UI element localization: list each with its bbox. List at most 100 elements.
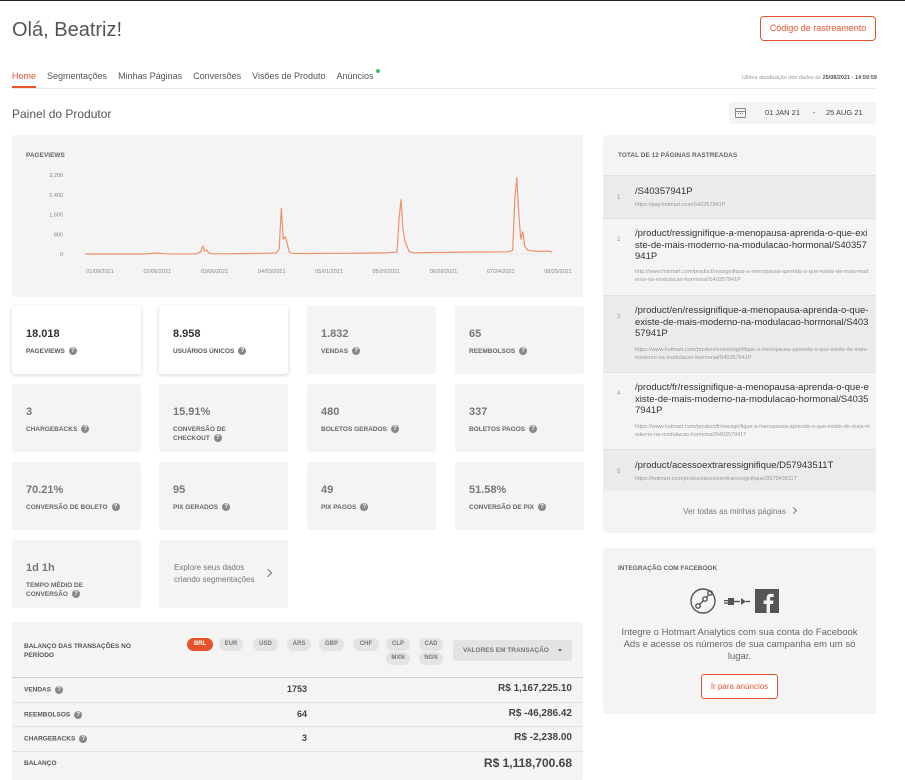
pageviews-series-line (85, 176, 553, 255)
page-path: /product/ressignifique-a-menopausa-apren… (635, 228, 868, 262)
help-icon[interactable]: ? (55, 686, 64, 694)
metric-label-text: CHARGEBACKS (26, 426, 78, 433)
go-to-ads-button[interactable]: Ir para anúncios (701, 674, 778, 699)
currency-chip-ngn[interactable]: NGN (419, 652, 443, 665)
values-dropdown[interactable]: VALORES EM TRANSAÇÃO (453, 640, 572, 661)
balance-row-value: R$ 1,167,225.10 (498, 683, 572, 694)
metric-value: 70.21% (26, 484, 64, 496)
tab-conversoes[interactable]: Conversões (193, 71, 242, 81)
metric-value: 51.58% (469, 484, 507, 496)
x-tick-label: 05/01/2021 (315, 269, 343, 275)
tracked-page-item[interactable]: 5/product/acessoextraressignifique/D5794… (603, 449, 876, 491)
date-range-picker[interactable]: 01 JAN 21 - 25 AUG 21 (729, 102, 876, 124)
help-icon[interactable]: ? (222, 503, 231, 512)
values-dropdown-label: VALORES EM TRANSAÇÃO (463, 647, 549, 654)
metric-label: CONVERSÃO DE PIX? (469, 503, 574, 512)
help-icon[interactable]: ? (538, 503, 547, 512)
metric-value: 1d 1h (26, 562, 55, 574)
metric-value: 95 (173, 484, 186, 496)
metric-label: CHARGEBACKS? (26, 425, 131, 434)
currency-chip-chf[interactable]: CHF (353, 638, 379, 651)
pageviews-chart: 3,200 2,400 1,600 800 0 01/09/2021 02/06/2021 0… (49, 173, 572, 275)
nav-tabs: Home Segmentações Minhas Páginas Convers… (12, 69, 385, 81)
metric-card: 337 BOLETOS PAGOS? (455, 384, 584, 452)
balance-row: REEMBOLSOS? 64 R$ -46,286.42 (12, 702, 583, 726)
currency-chip-clp[interactable]: CLP (386, 638, 410, 651)
help-icon[interactable]: ? (360, 503, 369, 512)
metric-label-text: PAGEVIEWS (26, 348, 65, 355)
metric-label: PIX PAGOS? (321, 503, 426, 512)
help-icon[interactable]: ? (352, 347, 361, 356)
help-icon[interactable]: ? (213, 434, 222, 443)
see-all-label: Ver todas as minhas páginas (683, 507, 786, 516)
currency-chip-ars[interactable]: ARS (287, 638, 311, 651)
help-icon[interactable]: ? (238, 347, 247, 356)
tracked-page-item[interactable]: 3/product/en/ressignifique-a-menopausa-a… (603, 295, 876, 372)
tab-minhas-paginas[interactable]: Minhas Páginas (118, 71, 183, 81)
metric-card: 15.91% CONVERSÃO DE CHECKOUT? (159, 384, 288, 452)
x-tick-label: 03/06/2021 (201, 269, 229, 275)
help-icon[interactable]: ? (519, 347, 528, 356)
see-all-pages-link[interactable]: Ver todas as minhas páginas (603, 506, 876, 516)
help-icon[interactable]: ? (74, 711, 83, 719)
balance-row-label: REEMBOLSOS? (24, 711, 83, 719)
metric-card: 65 REEMBOLSOS? (455, 306, 584, 374)
balance-row-count: 3 (301, 733, 307, 743)
currency-chip-usd[interactable]: USD (253, 638, 278, 651)
metric-card: 70.21% CONVERSÃO DE BOLETO? (12, 462, 141, 530)
currency-chip-gbp[interactable]: GBP (319, 638, 344, 651)
balance-row-value: R$ -2,238.00 (514, 732, 572, 743)
help-icon[interactable]: ? (390, 425, 399, 434)
page-path: /product/en/ressignifique-a-menopausa-ap… (635, 305, 869, 339)
metric-value: 65 (469, 328, 482, 340)
tab-home[interactable]: Home (12, 71, 37, 81)
balance-row-label-text: REEMBOLSOS (24, 711, 71, 719)
help-icon[interactable]: ? (111, 503, 120, 512)
explore-segments-card[interactable]: Explore seus dados criando segmentações (159, 540, 288, 608)
help-icon[interactable]: ? (529, 425, 538, 434)
y-tick-label: 3,200 (49, 173, 63, 179)
balance-row-label-text: CHARGEBACKS (24, 735, 76, 743)
metric-value: 3 (26, 406, 33, 418)
metric-card: 8.958 USUÁRIOS ÚNICOS? (159, 306, 288, 374)
greeting: Olá, Beatriz! (12, 19, 123, 41)
metric-label-text: REEMBOLSOS (469, 348, 516, 355)
metric-label-text: CONVERSÃO DE BOLETO (26, 504, 108, 511)
balance-row-label-text: BALANÇO (24, 760, 57, 767)
tab-anuncios-label: Anúncios (336, 71, 374, 81)
metric-card: 1d 1h TEMPO MÉDIO DE CONVERSÃO? (12, 540, 141, 608)
facebook-integration-card: INTEGRAÇÃO COM FACEBOOK (603, 548, 876, 714)
tracked-page-item[interactable]: 2/product/ressignifique-a-menopausa-apre… (603, 218, 876, 295)
tab-anuncios[interactable]: Anúncios (336, 69, 380, 81)
help-icon[interactable]: ? (68, 347, 77, 356)
x-tick-label: 05/29/2021 (372, 269, 400, 275)
integration-icons (690, 588, 779, 614)
page-path: /S40357941P (635, 186, 693, 197)
date-separator: - (813, 108, 816, 117)
metric-card: 1.832 VENDAS? (307, 306, 436, 374)
help-icon[interactable]: ? (71, 590, 80, 599)
balance-row: CHARGEBACKS? 3 R$ -2,238.00 (12, 726, 583, 750)
help-icon[interactable]: ? (81, 425, 90, 434)
balance-row-label: BALANÇO (24, 760, 57, 767)
metric-card: 480 BOLETOS GERADOS? (307, 384, 436, 452)
tab-visoes-produto[interactable]: Visões de Produto (252, 71, 326, 81)
help-icon[interactable]: ? (79, 735, 88, 743)
calendar-icon (735, 108, 746, 118)
page-url: https://www.hotmart.com/product/fr/ressi… (635, 424, 870, 438)
page-path: /product/acessoextraressignifique/D57943… (635, 460, 834, 471)
page-rank: 5 (617, 469, 621, 475)
date-end: 25 AUG 21 (826, 108, 863, 117)
currency-chip-brl[interactable]: BRL (187, 638, 213, 651)
last-update-label: Última atualização dos dados às (741, 75, 822, 81)
currency-chip-mxn[interactable]: MXN (386, 652, 410, 665)
tracked-page-item[interactable]: 4/product/fr/ressignifique-a-menopausa-a… (603, 372, 876, 449)
facebook-title: INTEGRAÇÃO COM FACEBOOK (618, 565, 718, 572)
caret-down-icon (558, 649, 562, 652)
currency-chip-eur[interactable]: EUR (219, 638, 243, 651)
balance-row-label: VENDAS? (24, 686, 64, 694)
tracked-page-item[interactable]: 1/S40357941P https://pay.hotmart.com/S403… (603, 175, 876, 218)
tracking-code-button[interactable]: Código de rastreamento (760, 16, 876, 41)
tab-segmentacoes[interactable]: Segmentações (47, 71, 108, 81)
currency-chip-cad[interactable]: CAD (419, 638, 443, 651)
